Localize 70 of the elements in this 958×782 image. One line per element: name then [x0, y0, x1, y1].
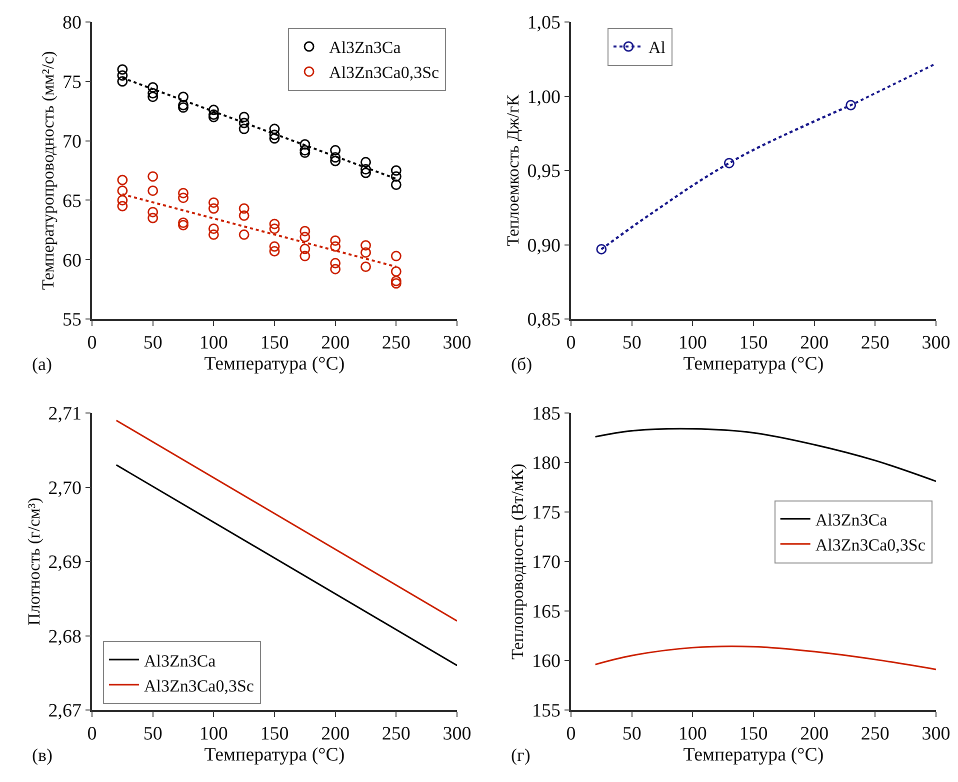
x-tick-label: 200: [800, 332, 829, 354]
x-axis-title: Температура (°C): [683, 354, 824, 375]
legend-label: Al3Zn3Ca: [329, 38, 402, 58]
x-axis-title: Температура (°C): [204, 354, 345, 375]
x-tick-label: 150: [260, 332, 289, 354]
y-tick-label: 1,05: [527, 12, 560, 34]
y-tick-label: 175: [532, 502, 560, 524]
x-tick-label: 100: [678, 332, 707, 354]
legend-label: Al3Zn3Ca0,3Sc: [815, 536, 926, 555]
y-tick-label: 2,71: [48, 404, 82, 425]
x-axis-title: Температура (°C): [683, 744, 824, 766]
x-tick-label: 100: [678, 724, 707, 745]
x-tick-label: 100: [199, 724, 228, 745]
x-tick-label: 250: [860, 332, 890, 354]
x-tick-label: 200: [321, 724, 350, 745]
y-tick-label: 1,00: [527, 86, 560, 108]
y-axis-title: Температуропроводность (мм²/с): [38, 51, 58, 290]
y-axis-title: Плотность (г/см³): [24, 498, 44, 626]
y-tick-label: 0,90: [527, 235, 560, 256]
x-tick-label: 0: [87, 724, 97, 745]
y-tick-label: 75: [62, 72, 82, 94]
y-tick-label: 80: [62, 12, 82, 34]
y-axis-title: Теплоемкость Дж/гК: [503, 94, 522, 246]
legend-label: Al3Zn3Ca0,3Sc: [144, 676, 254, 696]
y-tick-label: 55: [62, 310, 82, 331]
y-tick-label: 0,95: [527, 161, 560, 182]
x-axis-title: Температура (°C): [204, 744, 345, 766]
x-tick-label: 0: [566, 332, 576, 354]
legend-label: Al3Zn3Ca: [144, 651, 216, 670]
legend-label: Al3Zn3Ca: [815, 510, 888, 530]
y-tick-label: 2,68: [48, 626, 82, 648]
text: (б): [511, 354, 532, 374]
x-tick-label: 150: [739, 332, 768, 354]
y-tick-label: 70: [62, 131, 82, 152]
x-tick-label: 50: [143, 332, 162, 354]
x-tick-label: 300: [442, 724, 472, 745]
y-tick-label: 2,67: [48, 700, 82, 722]
y-tick-label: 0,85: [527, 310, 560, 331]
x-tick-label: 50: [622, 332, 642, 354]
x-tick-label: 50: [622, 724, 642, 745]
x-tick-label: 300: [922, 724, 950, 745]
y-tick-label: 180: [532, 453, 560, 474]
x-tick-label: 150: [260, 724, 289, 745]
y-tick-label: 65: [62, 190, 82, 212]
x-tick-label: 200: [321, 332, 350, 354]
y-tick-label: 185: [532, 404, 560, 425]
legend-label: Al3Zn3Ca0,3Sc: [329, 63, 440, 82]
y-tick-label: 170: [532, 552, 560, 574]
x-tick-label: 300: [922, 332, 950, 354]
x-tick-label: 300: [442, 332, 472, 354]
legend-label: Al: [648, 38, 666, 58]
x-tick-label: 250: [382, 724, 410, 745]
y-tick-label: 60: [62, 250, 82, 272]
x-tick-label: 250: [382, 332, 410, 354]
y-tick-label: 155: [532, 700, 560, 722]
x-tick-label: 50: [143, 724, 162, 745]
text: (a): [32, 354, 52, 374]
x-tick-label: 0: [87, 332, 97, 354]
text: (в): [32, 745, 52, 765]
text: (г): [511, 745, 530, 765]
y-tick-label: 2,69: [48, 552, 82, 574]
x-tick-label: 150: [739, 724, 768, 745]
y-tick-label: 2,70: [48, 478, 82, 499]
x-tick-label: 100: [199, 332, 228, 354]
y-axis-title: Теплопроводность (Вт/мК): [508, 464, 527, 660]
y-tick-label: 160: [532, 651, 560, 672]
x-tick-label: 0: [566, 724, 576, 745]
x-tick-label: 250: [860, 724, 890, 745]
x-tick-label: 200: [800, 724, 829, 745]
y-tick-label: 165: [532, 602, 560, 623]
